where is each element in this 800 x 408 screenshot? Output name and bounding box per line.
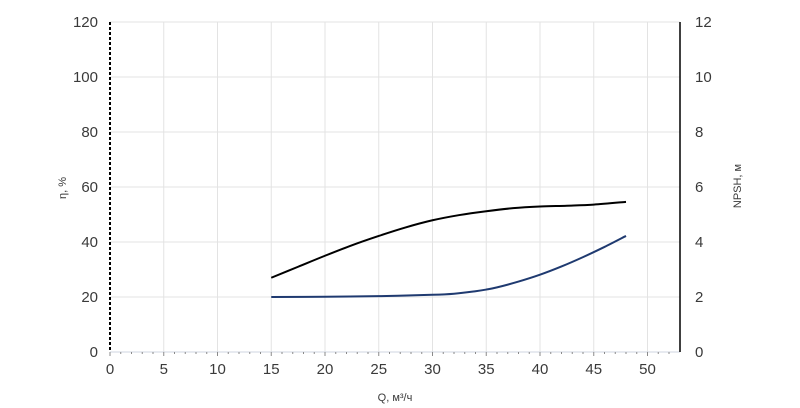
- x-tick-label: 20: [317, 361, 334, 378]
- series-group: [270, 200, 627, 298]
- x-tick-label: 10: [209, 361, 226, 378]
- y-left-axis-title: η, %: [57, 177, 69, 199]
- y-right-tick-label: 10: [695, 69, 712, 86]
- y-right-tick-label: 0: [695, 344, 703, 361]
- series-line-2: [271, 235, 627, 298]
- x-tick-label: 0: [106, 361, 114, 378]
- y-right-tick-label: 6: [695, 179, 703, 196]
- y-right-tick-label: 4: [695, 234, 703, 251]
- y-right-tick-label: 2: [695, 289, 703, 306]
- y-left-tick-label: 0: [90, 344, 98, 361]
- x-tick-label: 40: [532, 361, 549, 378]
- x-tick-label: 15: [263, 361, 280, 378]
- series-line-1: [270, 200, 627, 279]
- x-tick-label: 50: [639, 361, 656, 378]
- y-left-tick-label: 20: [81, 289, 98, 306]
- y-right-axis-title: NPSH, м: [732, 164, 744, 208]
- y-left-tick-label: 40: [81, 234, 98, 251]
- x-tick-label: 35: [478, 361, 495, 378]
- y-right-tick-label: 12: [695, 14, 712, 31]
- x-tick-label: 5: [160, 361, 168, 378]
- grid: [110, 21, 680, 352]
- x-axis-title: Q, м³/ч: [378, 392, 413, 404]
- x-tick-label: 30: [424, 361, 441, 378]
- y-right-tick-label: 8: [695, 124, 703, 141]
- x-tick-label: 25: [370, 361, 387, 378]
- y-left-tick-label: 80: [81, 124, 98, 141]
- ticks: 0 5 10 15 20 25 30 35 40 45 50 0 20 40 60 80 100 120 0 2 4 6 8…: [73, 14, 712, 378]
- axes: [109, 22, 681, 356]
- x-tick-label: 45: [585, 361, 602, 378]
- y-left-tick-label: 100: [73, 69, 98, 86]
- y-left-tick-label: 120: [73, 14, 98, 31]
- y-left-tick-label: 60: [81, 179, 98, 196]
